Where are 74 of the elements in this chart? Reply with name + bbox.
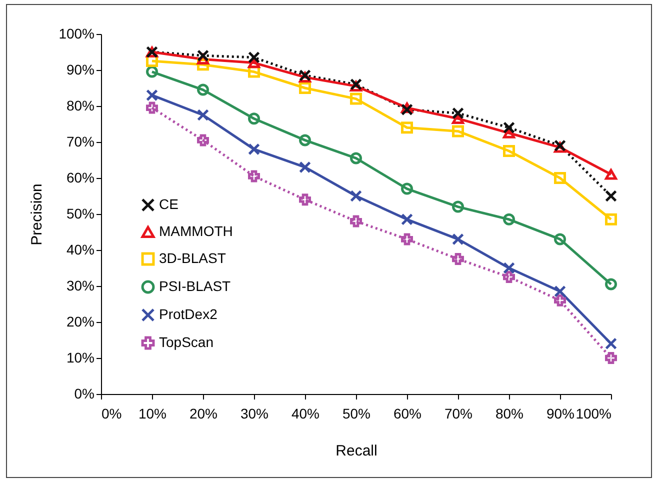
- point: [299, 82, 311, 94]
- y-tick-label: 40%: [66, 242, 94, 258]
- point: [299, 194, 311, 206]
- point: [554, 294, 566, 306]
- point: [299, 161, 311, 174]
- point: [452, 233, 464, 246]
- point: [248, 170, 260, 182]
- point: [146, 89, 158, 102]
- point: [197, 84, 209, 96]
- point: [605, 338, 617, 350]
- point: [605, 352, 617, 364]
- point: [299, 134, 311, 146]
- y-tick-label: 20%: [66, 314, 94, 330]
- point: [146, 102, 158, 114]
- y-tick-label: 30%: [66, 278, 94, 294]
- point: [503, 145, 515, 157]
- x-tick-label: 0%: [102, 406, 122, 422]
- point: [503, 262, 515, 274]
- point: [248, 112, 260, 125]
- x-tick-label: 90%: [546, 406, 575, 422]
- point: [401, 213, 413, 226]
- point: [452, 125, 464, 138]
- point: [605, 190, 617, 202]
- x-tick-label: 100%: [576, 406, 612, 422]
- point: [401, 233, 413, 246]
- point: [554, 172, 566, 184]
- legend-label: 3D-BLAST: [159, 250, 226, 266]
- legend-label: CE: [159, 196, 178, 212]
- x-tick-label: 20%: [189, 406, 218, 422]
- y-tick-label: 100%: [58, 26, 94, 42]
- point: [248, 51, 260, 64]
- point: [605, 169, 617, 180]
- y-tick-label: 90%: [66, 62, 94, 78]
- x-tick-label: 50%: [342, 406, 371, 422]
- legend-label: TopScan: [159, 334, 214, 350]
- legend-label: PSI-BLAST: [159, 278, 232, 294]
- point: [452, 200, 464, 213]
- x-tick-label: 30%: [240, 406, 269, 422]
- point: [503, 213, 515, 226]
- x-tick-label: 40%: [291, 406, 320, 422]
- point: [401, 122, 413, 134]
- legend-label: ProtDex2: [159, 306, 218, 322]
- point: [554, 285, 566, 298]
- point: [554, 233, 566, 246]
- y-tick-label: 60%: [66, 170, 94, 186]
- x-axis-title: Recall: [336, 442, 378, 460]
- point: [197, 109, 209, 121]
- y-tick-label: 50%: [66, 206, 94, 222]
- point: [452, 107, 464, 120]
- point: [503, 122, 515, 134]
- point: [401, 182, 413, 195]
- y-tick-label: 0%: [74, 386, 94, 402]
- point: [197, 50, 209, 62]
- x-tick-label: 70%: [444, 406, 473, 422]
- y-tick-label: 70%: [66, 134, 94, 150]
- point: [146, 66, 158, 78]
- point: [350, 190, 362, 202]
- point: [350, 92, 362, 105]
- point: [503, 271, 515, 283]
- y-axis-title: Precision: [28, 184, 46, 246]
- point: [452, 253, 464, 265]
- x-tick-label: 10%: [138, 406, 167, 422]
- x-tick-label: 60%: [393, 406, 422, 422]
- point: [605, 213, 617, 226]
- point: [197, 134, 209, 146]
- x-tick-label: 80%: [495, 406, 524, 422]
- point: [248, 143, 260, 156]
- y-tick-label: 80%: [66, 98, 94, 114]
- point: [350, 152, 362, 164]
- legend-label: MAMMOTH: [159, 223, 233, 239]
- point: [401, 104, 413, 116]
- y-tick-label: 10%: [66, 350, 94, 366]
- point: [350, 215, 362, 228]
- point: [605, 278, 617, 290]
